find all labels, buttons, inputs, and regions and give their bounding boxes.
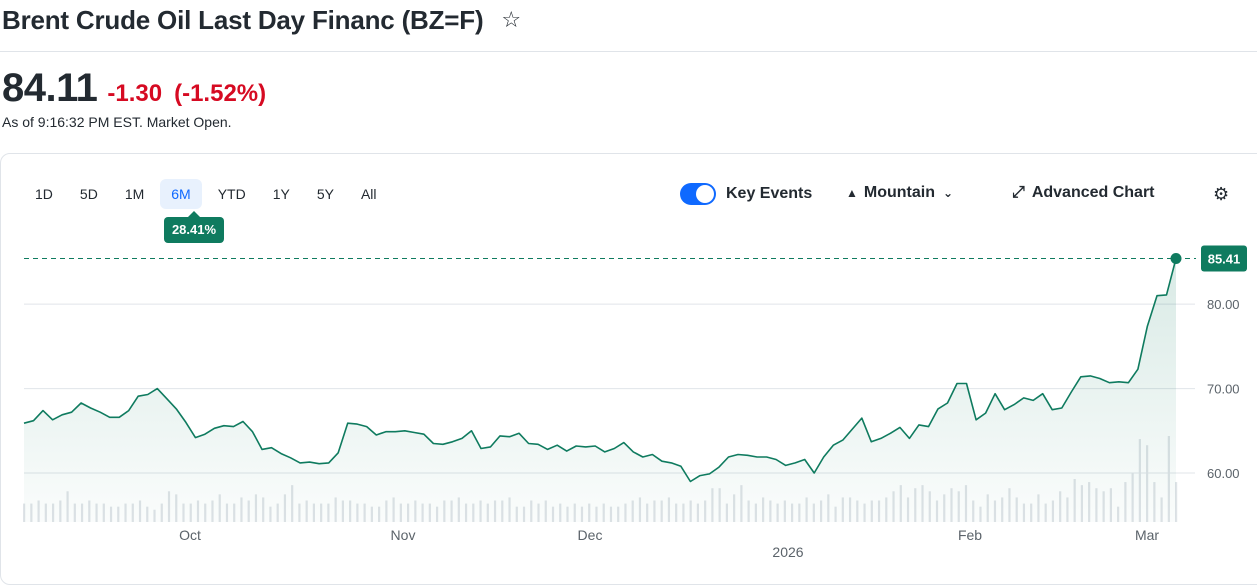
advanced-chart-button[interactable]: ⤢ Advanced Chart xyxy=(1012,184,1155,202)
header-divider xyxy=(0,51,1257,52)
x-tick-label: Oct xyxy=(179,527,201,543)
volume-bar xyxy=(1175,482,1178,522)
x-tick-label: Nov xyxy=(391,527,416,543)
chart-type-dropdown[interactable]: ▲ Mountain ⌄ xyxy=(846,184,953,202)
price-change: -1.30 xyxy=(107,80,163,107)
x-tick-label: Feb xyxy=(958,527,982,543)
x-tick-label: 2026 xyxy=(772,544,803,560)
price-value: 84.11 xyxy=(2,66,98,110)
range-tab-all[interactable]: All xyxy=(360,186,377,202)
range-tab-1y[interactable]: 1Y xyxy=(272,186,290,202)
range-tab-5y[interactable]: 5Y xyxy=(316,186,334,202)
gear-icon[interactable]: ⚙ xyxy=(1213,184,1230,204)
range-tab-1m[interactable]: 1M xyxy=(124,186,145,202)
price-chart[interactable]: 80.00 70.00 60.00 85.41 Oct Nov Dec 2026 Feb Mar xyxy=(0,230,1257,563)
last-price-point xyxy=(1170,252,1182,264)
title-row: Brent Crude Oil Last Day Financ (BZ=F) ☆ xyxy=(2,2,521,38)
toggle-knob xyxy=(696,185,714,203)
chart-type-label: Mountain xyxy=(863,184,935,201)
last-price-label: 85.41 xyxy=(1208,251,1241,266)
x-tick-label: Mar xyxy=(1135,527,1159,543)
price-area xyxy=(24,258,1176,522)
key-events-toggle[interactable]: Key Events xyxy=(680,183,812,205)
chevron-down-icon: ⌄ xyxy=(942,186,954,200)
as-of-timestamp: As of 9:16:32 PM EST. Market Open. xyxy=(2,114,232,130)
range-tab-ytd[interactable]: YTD xyxy=(217,186,246,202)
range-tab-6m[interactable]: 6M xyxy=(160,179,202,209)
range-tab-5d[interactable]: 5D xyxy=(79,186,98,202)
y-tick-label: 70.00 xyxy=(1207,382,1240,397)
price-line xyxy=(23,258,1177,483)
y-tick-label: 60.00 xyxy=(1207,466,1240,481)
price-change-percent: (-1.52%) xyxy=(174,80,267,107)
mountain-icon: ▲ xyxy=(846,186,858,200)
y-tick-label: 80.00 xyxy=(1207,297,1240,312)
range-change-badge: 28.41% xyxy=(164,211,224,243)
quote-row: 84.11 -1.30 (-1.52%) xyxy=(2,66,266,111)
last-price-badge xyxy=(1201,245,1247,272)
expand-icon: ⤢ xyxy=(1012,184,1025,201)
page-title: Brent Crude Oil Last Day Financ (BZ=F) xyxy=(2,4,484,35)
range-tab-1d[interactable]: 1D xyxy=(35,186,53,202)
advanced-chart-label: Advanced Chart xyxy=(1031,184,1155,201)
toggle-switch[interactable] xyxy=(680,183,716,205)
range-tabs: 1D 5D 1M 6M YTD 1Y 5Y All xyxy=(24,178,393,210)
x-tick-label: Dec xyxy=(578,527,603,543)
key-events-label: Key Events xyxy=(726,185,813,202)
star-icon[interactable]: ☆ xyxy=(501,7,522,32)
